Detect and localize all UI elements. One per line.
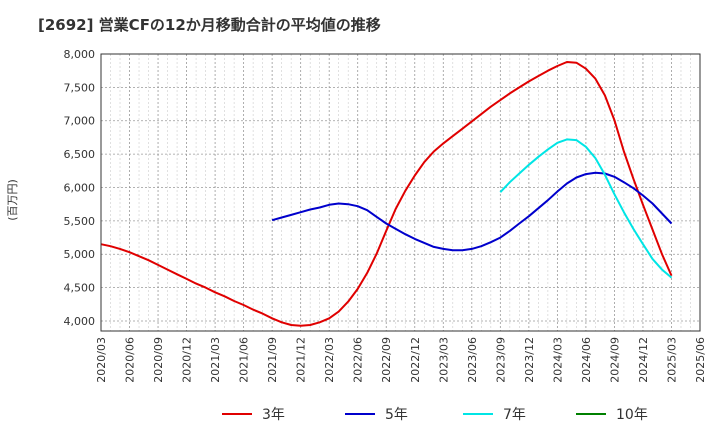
x-tick-label: 2020/03: [95, 337, 108, 383]
series-line-2: [499, 138, 673, 279]
x-tick-label: 2021/12: [295, 337, 308, 383]
x-tick-label: 2024/09: [608, 337, 621, 383]
plot-frame: [100, 53, 701, 332]
legend: 3年 5年 7年 10年: [222, 407, 648, 423]
chart-title: [2692] 営業CFの12か月移動合計の平均値の推移: [38, 16, 381, 34]
series-line-0: [100, 61, 673, 327]
y-tick-label: 7,500: [64, 81, 96, 94]
grid-lines: [100, 53, 701, 331]
y-tick-label: 6,500: [64, 148, 96, 161]
x-tick-label: 2025/06: [694, 337, 707, 383]
x-tick-label: 2022/09: [380, 337, 393, 383]
y-tick-label: 7,000: [64, 115, 96, 128]
y-axis-label: (百万円): [6, 179, 19, 221]
legend-label-3: 10年: [616, 407, 648, 423]
legend-label-1: 5年: [385, 407, 408, 423]
y-tick-label: 4,500: [64, 282, 96, 295]
x-tick-label: 2022/06: [352, 337, 365, 383]
x-tick-label: 2025/03: [665, 337, 678, 383]
x-tick-label: 2024/03: [551, 337, 564, 383]
x-tick-label: 2020/12: [181, 337, 194, 383]
x-tick-label: 2022/12: [409, 337, 422, 383]
x-tick-label: 2023/09: [494, 337, 507, 383]
x-tick-label: 2024/12: [637, 337, 650, 383]
x-tick-label: 2020/06: [124, 337, 137, 383]
x-tick-label: 2023/06: [466, 337, 479, 383]
y-tick-label: 6,000: [64, 181, 96, 194]
y-tick-labels: 4,000 4,500 5,000 5,500 6,000 6,500 7,000 7,500…: [64, 48, 96, 328]
series-lines: [100, 61, 673, 327]
y-tick-label: 8,000: [64, 48, 96, 61]
y-tick-label: 4,000: [64, 315, 96, 328]
x-tick-label: 2024/06: [580, 337, 593, 383]
y-tick-label: 5,000: [64, 248, 96, 261]
legend-label-2: 7年: [503, 407, 526, 423]
x-tick-label: 2022/03: [323, 337, 336, 383]
x-tick-label: 2021/09: [266, 337, 279, 383]
x-tick-label: 2021/06: [238, 337, 251, 383]
x-tick-labels: 2020/03 2020/06 2020/09 2020/12 2021/03 2021/…: [95, 337, 707, 383]
x-tick-label: 2021/03: [209, 337, 222, 383]
legend-label-0: 3年: [262, 407, 285, 423]
x-tick-label: 2020/09: [152, 337, 165, 383]
x-tick-label: 2023/03: [437, 337, 450, 383]
x-tick-label: 2023/12: [523, 337, 536, 383]
y-tick-label: 5,500: [64, 215, 96, 228]
